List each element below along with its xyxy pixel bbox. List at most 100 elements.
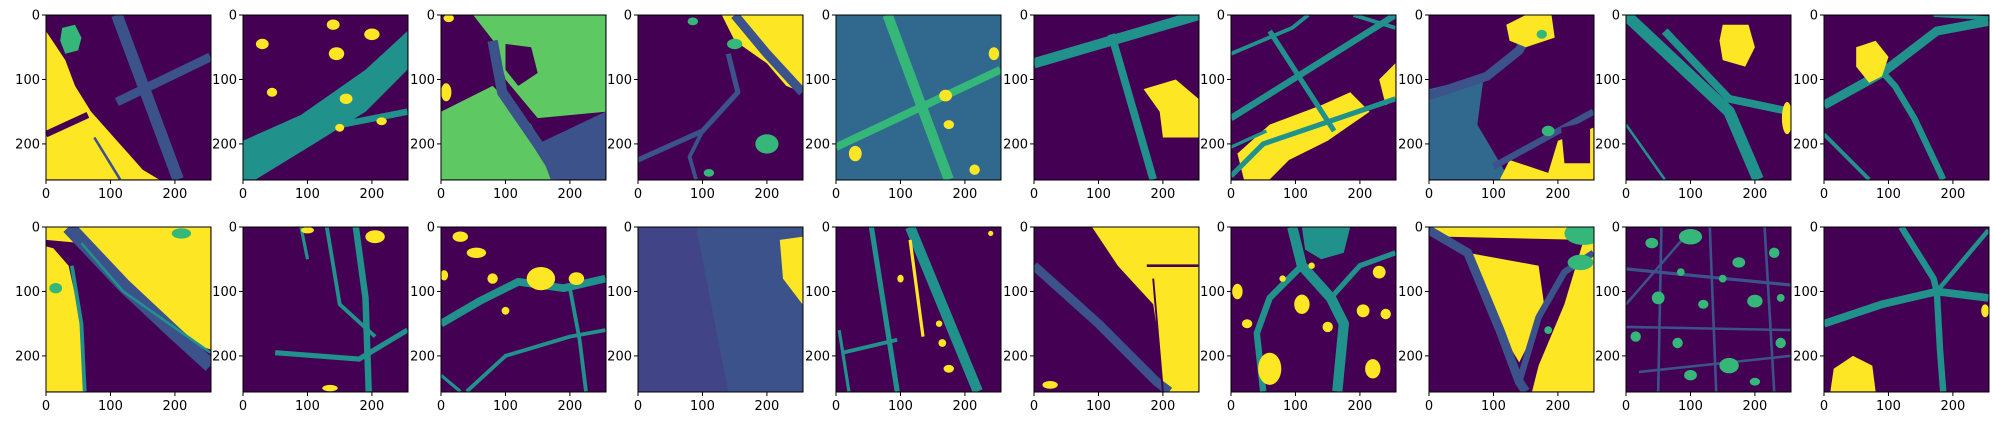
x-tick-label: 200 <box>1545 187 1570 202</box>
mask-blob <box>301 227 314 234</box>
mask-road <box>1231 96 1396 178</box>
y-tick-label: 0 <box>1415 9 1423 24</box>
mask-road <box>1824 287 1989 328</box>
axes-frame <box>1428 226 1595 393</box>
mask-blob <box>339 93 353 105</box>
x-tick-label: 0 <box>1227 187 1235 202</box>
y-tick-label: 100 <box>607 285 632 300</box>
axes-frame <box>1033 14 1200 181</box>
axes-frame <box>242 226 409 393</box>
mask-road <box>1152 278 1164 392</box>
panel-r0-c7: 0 100 200 0 100 200 <box>1398 9 1595 202</box>
y-tick-label: 100 <box>1398 285 1423 300</box>
mask-blob <box>452 231 468 242</box>
y-tick-label: 100 <box>1200 73 1225 88</box>
x-tick-label: 100 <box>1481 187 1506 202</box>
mask-blob <box>526 267 556 291</box>
mask-blob <box>1719 357 1739 374</box>
mask-blob <box>969 164 980 175</box>
axes-frame <box>1230 226 1397 393</box>
mask-blob <box>1308 262 1315 269</box>
y-tick-label: 200 <box>15 137 40 152</box>
x-tick-label: 200 <box>162 187 187 202</box>
panel-r1-c4: 0 100 200 0 100 200 <box>805 221 1002 414</box>
mask-blob <box>1981 304 1989 318</box>
mask-blob <box>1651 291 1665 305</box>
mask-blob <box>322 384 338 392</box>
mask-blob <box>1781 102 1791 135</box>
mask-blob <box>501 306 510 315</box>
y-tick-label: 0 <box>1810 9 1818 24</box>
x-tick-label: 100 <box>1086 187 1111 202</box>
mask-blob <box>1769 247 1780 258</box>
y-tick-label: 200 <box>15 349 40 364</box>
mask-blob <box>1356 304 1370 318</box>
mask-road <box>638 53 741 163</box>
mask-road <box>80 242 211 354</box>
mask-road <box>731 15 803 96</box>
axes-frame <box>835 14 1002 181</box>
mask-blob <box>49 283 63 294</box>
x-tick-label: 0 <box>239 187 247 202</box>
x-tick-label: 100 <box>1283 399 1308 414</box>
panel-image <box>1824 227 1989 392</box>
mask-road <box>1708 227 1718 392</box>
mask-blob <box>727 38 743 50</box>
y-tick-label: 100 <box>805 285 830 300</box>
panel-r0-c8: 0 100 200 0 100 200 <box>1595 9 1792 202</box>
mask-region <box>1856 40 1889 83</box>
x-tick-label: 0 <box>832 187 840 202</box>
y-tick-label: 100 <box>15 285 40 300</box>
mask-blob <box>703 169 715 177</box>
x-tick-label: 200 <box>359 187 384 202</box>
y-tick-label: 100 <box>1793 73 1818 88</box>
mask-blob <box>1749 377 1761 386</box>
mask-blob <box>441 83 452 102</box>
mask-blob <box>1747 294 1763 308</box>
axes-frame <box>1033 226 1200 393</box>
panel-r0-c1: 0 100 200 0 100 200 <box>212 9 409 202</box>
axes-frame <box>242 14 409 181</box>
y-tick-label: 200 <box>1200 349 1225 364</box>
axes-frame <box>835 226 1002 393</box>
panel-image <box>1231 15 1396 180</box>
mask-road <box>46 239 73 253</box>
mask-road <box>1656 227 1663 392</box>
x-tick-label: 200 <box>557 399 582 414</box>
mask-road <box>299 227 310 260</box>
mask-blob <box>255 38 269 50</box>
mask-road <box>275 327 408 362</box>
y-tick-label: 200 <box>805 137 830 152</box>
panel-image <box>243 15 408 180</box>
x-tick-label: 200 <box>359 399 384 414</box>
mask-road <box>1429 227 1530 392</box>
mask-region <box>1237 92 1370 180</box>
mask-road <box>687 130 705 180</box>
x-tick-label: 0 <box>1030 399 1038 414</box>
panel-image <box>441 15 606 180</box>
mask-road <box>352 227 372 392</box>
mask-road <box>567 287 588 392</box>
mask-road <box>1626 15 1764 180</box>
y-tick-label: 0 <box>1217 221 1225 236</box>
mask-road <box>1626 325 1791 332</box>
x-tick-label: 0 <box>1425 187 1433 202</box>
y-tick-label: 200 <box>212 137 237 152</box>
mask-blob <box>988 230 994 236</box>
x-tick-label: 100 <box>1876 187 1901 202</box>
x-tick-label: 200 <box>1940 187 1965 202</box>
mask-blob <box>1567 254 1594 271</box>
y-tick-label: 0 <box>1020 9 1028 24</box>
mask-region <box>779 236 803 305</box>
mask-region <box>1506 15 1555 48</box>
axes-frame <box>637 14 804 181</box>
y-tick-label: 0 <box>1810 221 1818 236</box>
mask-blob <box>755 134 779 154</box>
mask-road <box>1328 250 1396 300</box>
mask-region <box>1429 227 1594 392</box>
mask-blob <box>938 339 947 347</box>
y-tick-label: 0 <box>1612 9 1620 24</box>
axes-frame <box>1625 226 1792 393</box>
mask-blob <box>1241 319 1253 329</box>
y-tick-label: 200 <box>805 349 830 364</box>
